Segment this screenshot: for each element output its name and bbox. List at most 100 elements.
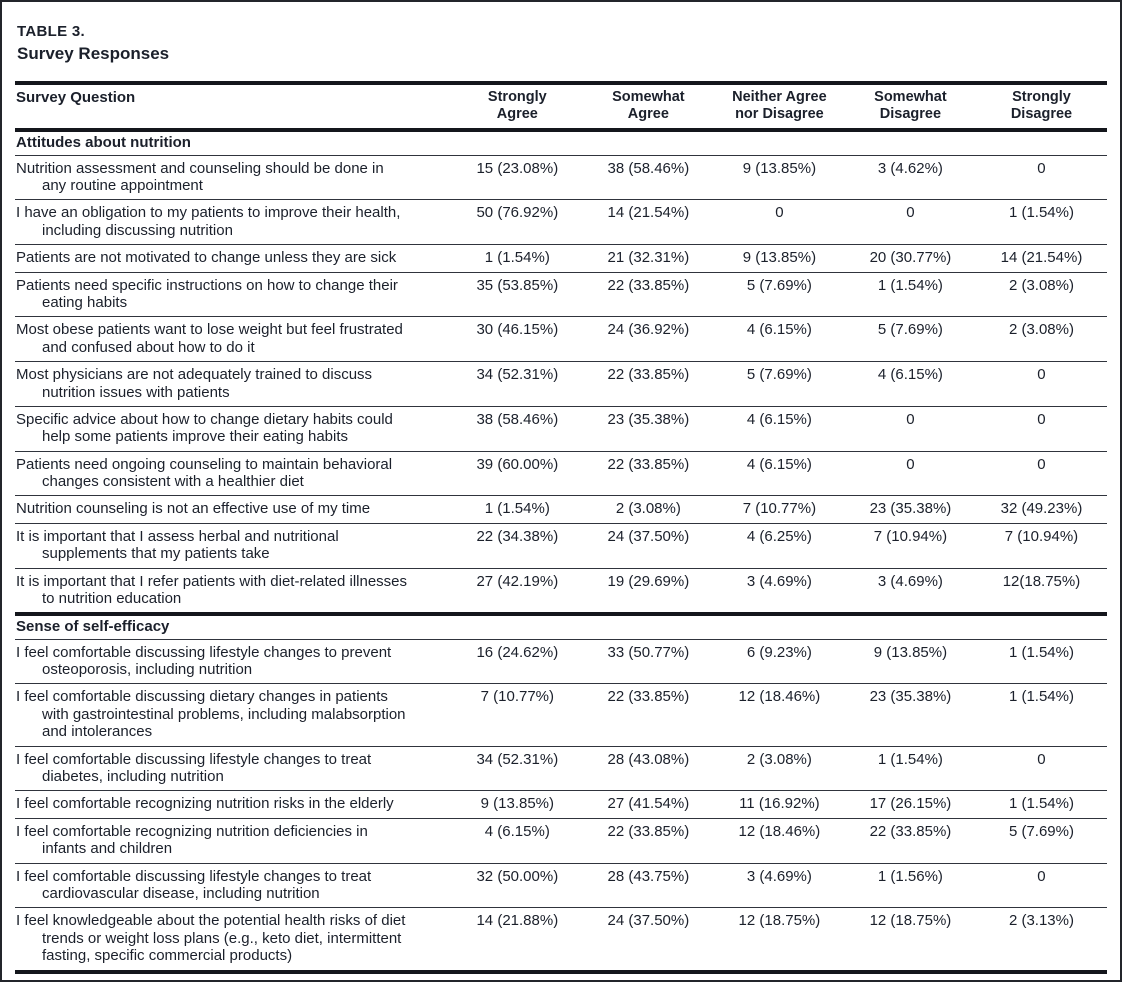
value-cell: 34 (52.31%) bbox=[451, 361, 583, 407]
table-label: TABLE 3. bbox=[17, 23, 85, 40]
value-cell: 0 bbox=[975, 450, 1107, 496]
value-cell: 0 bbox=[975, 405, 1107, 452]
column-header-somewhat-disagree: Somewhat Disagree bbox=[844, 80, 976, 133]
value-cell: 1 (1.54%) bbox=[975, 683, 1107, 747]
value-cell: 9 (13.85%) bbox=[451, 790, 583, 819]
value-cell: 9 (13.85%) bbox=[713, 154, 845, 200]
value-cell: 35 (53.85%) bbox=[451, 271, 583, 317]
question-cell: Patients are not motivated to change unl… bbox=[15, 244, 452, 273]
value-cell: 32 (50.00%) bbox=[451, 862, 583, 908]
value-cell: 0 bbox=[844, 450, 976, 496]
value-cell: 22 (33.85%) bbox=[582, 271, 714, 317]
question-cell: I feel comfortable discussing dietary ch… bbox=[15, 683, 452, 747]
table-row: Nutrition counseling is not an effective… bbox=[15, 495, 1107, 524]
value-cell: 19 (29.69%) bbox=[582, 567, 714, 615]
table-row: Patients need specific instructions on h… bbox=[15, 271, 1107, 317]
value-cell: 0 bbox=[975, 361, 1107, 407]
value-cell: 23 (35.38%) bbox=[844, 495, 976, 524]
section-header-row: Sense of self-efficacy bbox=[15, 612, 1107, 640]
table-row: Most obese patients want to lose weight … bbox=[15, 316, 1107, 362]
table-row: I feel comfortable discussing lifestyle … bbox=[15, 638, 1107, 684]
value-cell: 9 (13.85%) bbox=[844, 638, 976, 684]
value-cell: 2 (3.13%) bbox=[975, 907, 1107, 974]
value-cell: 2 (3.08%) bbox=[713, 745, 845, 791]
question-cell: Nutrition assessment and counseling shou… bbox=[15, 154, 452, 200]
value-cell: 5 (7.69%) bbox=[713, 271, 845, 317]
question-cell: It is important that I assess herbal and… bbox=[15, 522, 452, 569]
value-cell: 1 (1.54%) bbox=[451, 495, 583, 524]
question-cell: I feel knowledgeable about the potential… bbox=[15, 907, 452, 974]
value-cell: 0 bbox=[844, 405, 976, 452]
value-cell: 33 (50.77%) bbox=[582, 638, 714, 684]
value-cell: 12 (18.46%) bbox=[713, 817, 845, 864]
table-row: I feel comfortable recognizing nutrition… bbox=[15, 790, 1107, 819]
value-cell: 7 (10.94%) bbox=[844, 522, 976, 569]
question-cell: Patients need specific instructions on h… bbox=[15, 271, 452, 317]
question-cell: Most physicians are not adequately train… bbox=[15, 361, 452, 407]
table-row: I feel knowledgeable about the potential… bbox=[15, 907, 1107, 974]
value-cell: 32 (49.23%) bbox=[975, 495, 1107, 524]
value-cell: 24 (37.50%) bbox=[582, 522, 714, 569]
value-cell: 3 (4.62%) bbox=[844, 154, 976, 200]
value-cell: 0 bbox=[975, 745, 1107, 791]
value-cell: 12 (18.75%) bbox=[844, 907, 976, 974]
value-cell: 38 (58.46%) bbox=[582, 154, 714, 200]
value-cell: 30 (46.15%) bbox=[451, 316, 583, 362]
value-cell: 1 (1.54%) bbox=[975, 199, 1107, 245]
value-cell: 50 (76.92%) bbox=[451, 199, 583, 245]
table-row: Patients are not motivated to change unl… bbox=[15, 244, 1107, 273]
value-cell: 24 (36.92%) bbox=[582, 316, 714, 362]
value-cell: 4 (6.15%) bbox=[713, 316, 845, 362]
value-cell: 3 (4.69%) bbox=[713, 567, 845, 615]
column-header-survey-question: Survey Question bbox=[15, 80, 452, 133]
table-row: It is important that I assess herbal and… bbox=[15, 522, 1107, 569]
value-cell: 2 (3.08%) bbox=[582, 495, 714, 524]
value-cell: 15 (23.08%) bbox=[451, 154, 583, 200]
value-cell: 6 (9.23%) bbox=[713, 638, 845, 684]
section-header: Attitudes about nutrition bbox=[15, 128, 1107, 156]
value-cell: 2 (3.08%) bbox=[975, 271, 1107, 317]
question-cell: Specific advice about how to change diet… bbox=[15, 405, 452, 452]
table-row: It is important that I refer patients wi… bbox=[15, 567, 1107, 615]
value-cell: 11 (16.92%) bbox=[713, 790, 845, 819]
value-cell: 22 (33.85%) bbox=[844, 817, 976, 864]
table-caption: TABLE 3. Survey Responses bbox=[17, 23, 1107, 64]
value-cell: 16 (24.62%) bbox=[451, 638, 583, 684]
value-cell: 7 (10.77%) bbox=[713, 495, 845, 524]
question-cell: I feel comfortable recognizing nutrition… bbox=[15, 817, 452, 864]
header-row: Survey Question Strongly Agree Somewhat … bbox=[15, 80, 1107, 133]
value-cell: 0 bbox=[975, 862, 1107, 908]
value-cell: 5 (7.69%) bbox=[844, 316, 976, 362]
column-header-strongly-disagree: Strongly Disagree bbox=[975, 80, 1107, 133]
value-cell: 9 (13.85%) bbox=[713, 244, 845, 273]
table-row: Nutrition assessment and counseling shou… bbox=[15, 154, 1107, 200]
value-cell: 14 (21.54%) bbox=[975, 244, 1107, 273]
value-cell: 0 bbox=[713, 199, 845, 245]
value-cell: 28 (43.08%) bbox=[582, 745, 714, 791]
value-cell: 5 (7.69%) bbox=[975, 817, 1107, 864]
value-cell: 22 (33.85%) bbox=[582, 817, 714, 864]
value-cell: 1 (1.54%) bbox=[451, 244, 583, 273]
value-cell: 24 (37.50%) bbox=[582, 907, 714, 974]
question-cell: I have an obligation to my patients to i… bbox=[15, 199, 452, 245]
value-cell: 4 (6.15%) bbox=[844, 361, 976, 407]
value-cell: 4 (6.15%) bbox=[713, 450, 845, 496]
value-cell: 4 (6.15%) bbox=[451, 817, 583, 864]
value-cell: 34 (52.31%) bbox=[451, 745, 583, 791]
table-row: I feel comfortable recognizing nutrition… bbox=[15, 817, 1107, 864]
column-header-somewhat-agree: Somewhat Agree bbox=[582, 80, 714, 133]
section-header-row: Attitudes about nutrition bbox=[15, 128, 1107, 156]
value-cell: 4 (6.25%) bbox=[713, 522, 845, 569]
value-cell: 1 (1.54%) bbox=[975, 638, 1107, 684]
question-cell: I feel comfortable discussing lifestyle … bbox=[15, 745, 452, 791]
value-cell: 27 (41.54%) bbox=[582, 790, 714, 819]
value-cell: 0 bbox=[975, 154, 1107, 200]
table-row: I feel comfortable discussing lifestyle … bbox=[15, 862, 1107, 908]
value-cell: 23 (35.38%) bbox=[844, 683, 976, 747]
value-cell: 12(18.75%) bbox=[975, 567, 1107, 615]
value-cell: 1 (1.54%) bbox=[844, 745, 976, 791]
column-header-strongly-agree: Strongly Agree bbox=[451, 80, 583, 133]
value-cell: 22 (33.85%) bbox=[582, 683, 714, 747]
column-header-neither: Neither Agree nor Disagree bbox=[713, 80, 845, 133]
table-row: I have an obligation to my patients to i… bbox=[15, 199, 1107, 245]
